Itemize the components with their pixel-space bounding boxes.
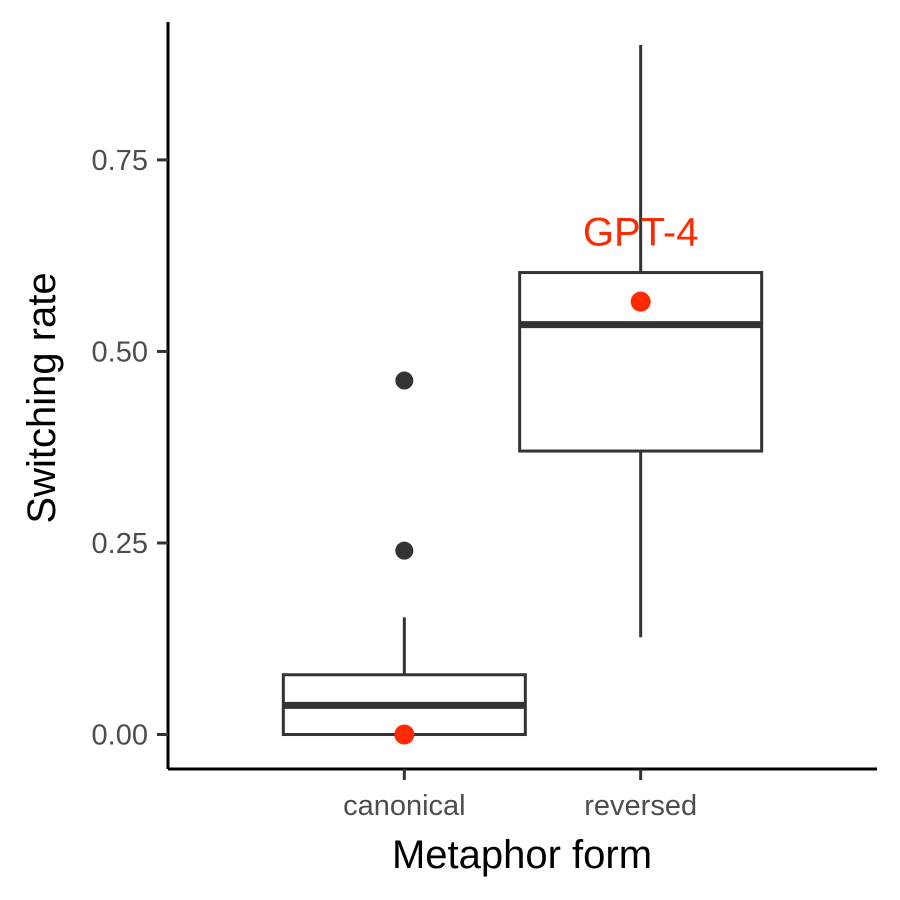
y-axis-title: Switching rate bbox=[20, 272, 64, 523]
highlight-label: GPT-4 bbox=[583, 211, 699, 255]
y-tick-label: 0.50 bbox=[92, 336, 148, 368]
highlight-point bbox=[394, 724, 415, 745]
x-tick-label: canonical bbox=[343, 790, 466, 822]
y-tick-label: 0.75 bbox=[92, 145, 148, 177]
plot-area: GPT-4 bbox=[281, 44, 764, 745]
axes: 0.00 0.25 0.50 0.75 canonical reversed bbox=[92, 22, 877, 822]
outlier-point bbox=[395, 371, 414, 390]
highlight-point bbox=[630, 291, 651, 312]
box-canonical bbox=[281, 371, 527, 737]
y-tick-label: 0.25 bbox=[92, 528, 148, 560]
box-reversed bbox=[518, 44, 764, 638]
outlier-point bbox=[395, 541, 414, 560]
x-axis-title: Metaphor form bbox=[392, 833, 652, 877]
x-tick-label: reversed bbox=[584, 790, 697, 822]
y-tick-label: 0.00 bbox=[92, 720, 148, 752]
